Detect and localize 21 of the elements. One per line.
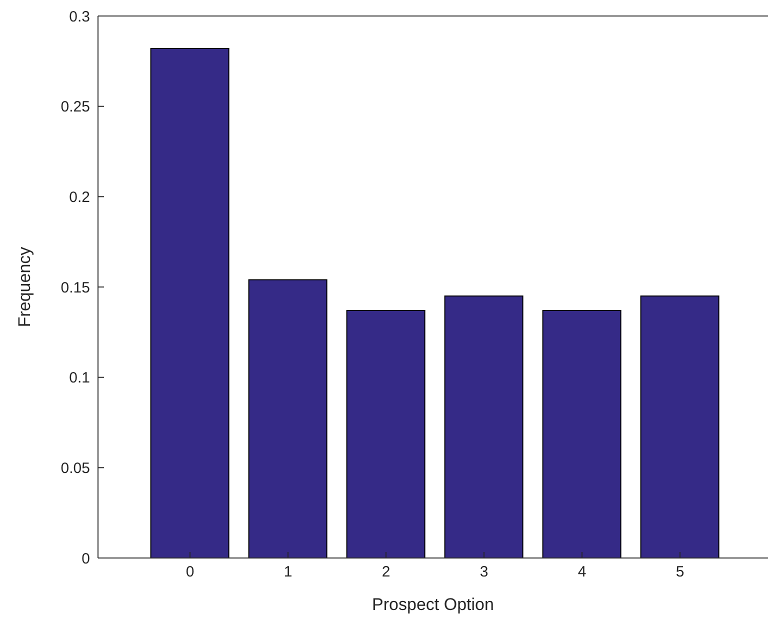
y-tick-label: 0.25 — [60, 98, 90, 116]
x-tick-label: 3 — [480, 564, 488, 581]
y-axis-title: Frequency — [15, 246, 34, 328]
x-tick-label: 4 — [578, 564, 586, 581]
bar — [150, 48, 230, 558]
x-tick-label: 5 — [676, 564, 684, 581]
x-tick-label: 1 — [284, 564, 292, 581]
y-tick-label: 0.05 — [60, 460, 90, 477]
bar — [542, 310, 622, 558]
bar — [640, 296, 720, 558]
x-axis-title: Prospect Option — [372, 595, 494, 614]
x-tick-label: 0 — [186, 564, 194, 581]
y-tick-label: 0 — [82, 550, 90, 568]
y-tick-label: 0.2 — [69, 188, 90, 206]
bar — [444, 296, 524, 558]
y-tick-label: 0.1 — [69, 370, 90, 387]
x-tick-label: 2 — [382, 564, 390, 581]
y-tick-label: 0.3 — [69, 8, 90, 26]
bar — [248, 279, 328, 558]
y-tick-label: 0.15 — [60, 279, 90, 296]
bar — [346, 310, 426, 558]
